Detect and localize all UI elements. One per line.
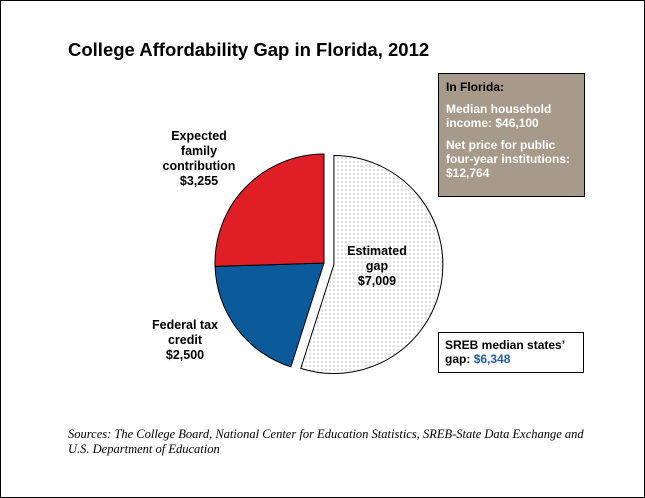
- sreb-gap-value: $6,348: [473, 352, 511, 366]
- slice-label-estimated-gap: Estimated gap $7,009: [337, 244, 417, 289]
- sources-note: Sources: The College Board, National Cen…: [68, 427, 584, 456]
- slice-label-expected-family-contribution: Expected family contribution $3,255: [151, 129, 247, 189]
- pie-slice-expected-family-contribution: [214, 153, 325, 267]
- info-median-income: Median household income: $46,100: [446, 102, 552, 130]
- slice-label-line: gap: [365, 259, 389, 273]
- slice-label-federal-tax-credit: Federal tax credit $2,500: [139, 318, 231, 363]
- slice-label-line: Expected: [171, 129, 227, 143]
- sreb-gap-label: SREB median states’ gap:: [445, 338, 565, 366]
- sreb-gap-box: SREB median states’ gap: $6,348: [438, 332, 584, 373]
- info-box-heading: In Florida:: [446, 80, 504, 94]
- slice-label-line: Federal tax: [151, 318, 218, 332]
- slice-label-line: $7,009: [357, 274, 397, 288]
- pie-slice-federal-tax-credit: [214, 262, 325, 368]
- slice-label-line: $2,500: [165, 348, 205, 362]
- info-box: In Florida: Median household income: $46…: [438, 73, 585, 197]
- slice-label-line: contribution: [162, 159, 236, 173]
- slice-label-line: family: [180, 144, 218, 158]
- slice-label-line: credit: [167, 333, 203, 347]
- chart-title: College Affordability Gap in Florida, 20…: [68, 39, 430, 60]
- slice-label-line: Estimated: [347, 244, 407, 258]
- info-net-price: Net price for public four-year instituti…: [446, 138, 571, 180]
- slice-label-line: $3,255: [179, 174, 219, 188]
- pie-slice-estimated-gap: [300, 155, 444, 375]
